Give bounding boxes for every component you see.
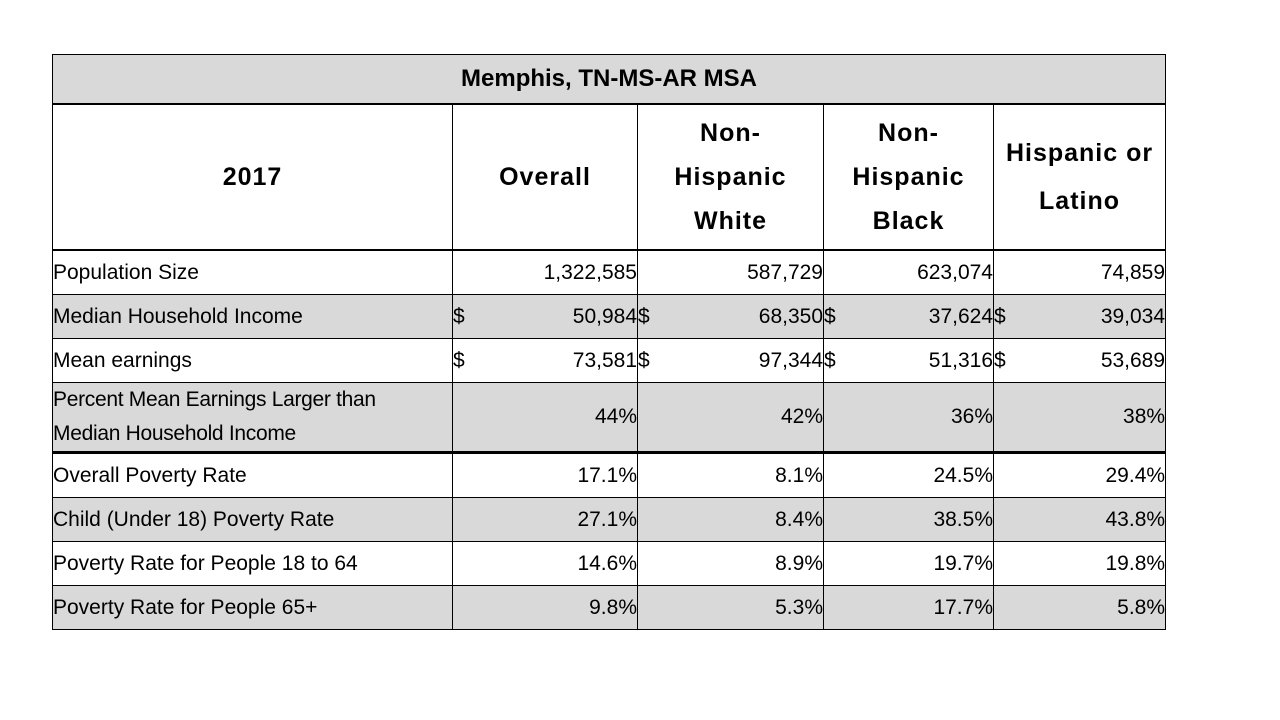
- cell-overall: 9.8%: [452, 585, 638, 630]
- currency-symbol: $: [994, 348, 1006, 372]
- cell-white: $68,350: [637, 294, 824, 339]
- row-label: Median Household Income: [52, 294, 453, 339]
- table-row-overall-poverty: Overall Poverty Rate 17.1% 8.1% 24.5% 29…: [52, 452, 1167, 498]
- row-label: Mean earnings: [52, 338, 453, 383]
- cell-latino: 29.4%: [992, 452, 1167, 498]
- cell-black: 24.5%: [823, 452, 994, 498]
- row-label-line1: Percent Mean Earnings Larger than: [53, 388, 377, 411]
- cell-white: 8.4%: [637, 497, 824, 542]
- cell-black: 38.5%: [823, 497, 994, 542]
- cell-overall: 1,322,585: [452, 249, 638, 295]
- amount: 39,034: [1100, 304, 1166, 328]
- amount: 53,689: [1100, 348, 1166, 372]
- header-latino-line1: Hispanic or: [1005, 139, 1154, 167]
- table-row-population: Population Size 1,322,585 587,729 623,07…: [52, 249, 1167, 295]
- cell-black: 36%: [823, 382, 994, 454]
- table-title: Memphis, TN-MS-AR MSA: [51, 54, 1167, 105]
- table-row-child-poverty: Child (Under 18) Poverty Rate 27.1% 8.4%…: [52, 497, 1167, 542]
- row-label: Poverty Rate for People 65+: [52, 585, 453, 630]
- row-label-line2: Median Household Income: [53, 422, 297, 445]
- table-row-mean-earnings: Mean earnings $73,581 $97,344 $51,316 $5…: [52, 338, 1167, 383]
- cell-black: 19.7%: [823, 541, 994, 586]
- cell-white: 8.1%: [637, 452, 824, 498]
- cell-latino: $39,034: [992, 294, 1167, 339]
- cell-black: $51,316: [823, 338, 994, 383]
- currency-symbol: $: [638, 348, 650, 372]
- header-year: 2017: [52, 103, 453, 251]
- header-white-line3: White: [693, 207, 768, 235]
- row-label: Child (Under 18) Poverty Rate: [52, 497, 453, 542]
- cell-overall: $50,984: [452, 294, 638, 339]
- table-row-poverty-65: Poverty Rate for People 65+ 9.8% 5.3% 17…: [52, 585, 1167, 630]
- data-table: Memphis, TN-MS-AR MSA 2017 Overall Non- …: [51, 54, 1167, 630]
- row-label: Poverty Rate for People 18 to 64: [52, 541, 453, 586]
- header-latino-line2: Latino: [1039, 187, 1121, 215]
- row-label: Population Size: [52, 249, 453, 295]
- cell-overall: 17.1%: [452, 452, 638, 498]
- cell-latino: 38%: [992, 382, 1167, 454]
- currency-symbol: $: [453, 304, 465, 328]
- table-row-poverty-18-64: Poverty Rate for People 18 to 64 14.6% 8…: [52, 541, 1167, 586]
- cell-white: $97,344: [637, 338, 824, 383]
- header-overall: Overall: [452, 103, 638, 251]
- header-black-line1: Non-: [878, 119, 939, 147]
- header-non-hispanic-black: Non- Hispanic Black: [823, 103, 994, 251]
- cell-overall: 14.6%: [452, 541, 638, 586]
- table-row-percent-mean: Percent Mean Earnings Larger than Median…: [52, 382, 1167, 454]
- cell-latino: 74,859: [992, 249, 1167, 295]
- currency-symbol: $: [824, 304, 836, 328]
- cell-white: 587,729: [637, 249, 824, 295]
- currency-symbol: $: [453, 348, 465, 372]
- header-black-line3: Black: [872, 207, 945, 235]
- cell-white: 42%: [637, 382, 824, 454]
- cell-latino: 19.8%: [992, 541, 1167, 586]
- header-white-line2: Hispanic: [674, 163, 787, 191]
- currency-symbol: $: [824, 348, 836, 372]
- amount: 73,581: [572, 348, 637, 372]
- cell-overall: 27.1%: [452, 497, 638, 542]
- amount: 68,350: [758, 304, 823, 328]
- cell-white: 8.9%: [637, 541, 824, 586]
- amount: 51,316: [928, 348, 993, 372]
- cell-overall: $73,581: [452, 338, 638, 383]
- header-non-hispanic-white: Non- Hispanic White: [637, 103, 824, 251]
- cell-latino: 43.8%: [992, 497, 1167, 542]
- table-row-median-income: Median Household Income $50,984 $68,350 …: [52, 294, 1167, 339]
- currency-symbol: $: [994, 304, 1006, 328]
- cell-black: $37,624: [823, 294, 994, 339]
- cell-latino: $53,689: [992, 338, 1167, 383]
- cell-black: 17.7%: [823, 585, 994, 630]
- header-white-line1: Non-: [700, 119, 761, 147]
- header-hispanic-latino: Hispanic or Latino: [992, 103, 1167, 251]
- cell-white: 5.3%: [637, 585, 824, 630]
- amount: 50,984: [572, 304, 637, 328]
- amount: 37,624: [928, 304, 993, 328]
- cell-black: 623,074: [823, 249, 994, 295]
- header-black-line2: Hispanic: [852, 163, 965, 191]
- row-label: Percent Mean Earnings Larger than Median…: [52, 382, 453, 454]
- amount: 97,344: [758, 348, 823, 372]
- currency-symbol: $: [638, 304, 650, 328]
- row-label: Overall Poverty Rate: [52, 452, 453, 498]
- cell-overall: 44%: [452, 382, 638, 454]
- cell-latino: 5.8%: [992, 585, 1167, 630]
